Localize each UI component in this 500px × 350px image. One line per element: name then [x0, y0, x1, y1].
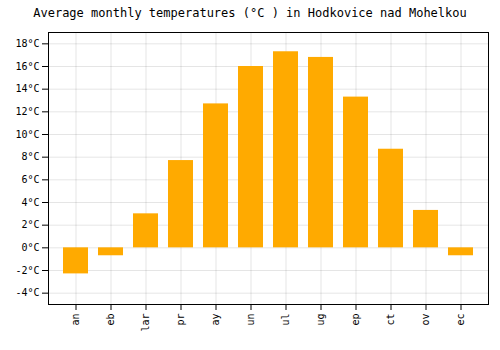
- svg-text:ep: ep: [350, 314, 361, 326]
- svg-text:ul: ul: [280, 314, 291, 326]
- svg-text:an: an: [70, 314, 81, 326]
- svg-text:eb: eb: [105, 314, 116, 326]
- svg-text:ct: ct: [385, 314, 396, 326]
- svg-text:6°C: 6°C: [21, 174, 39, 185]
- svg-text:un: un: [245, 314, 256, 326]
- svg-text:lar: lar: [140, 314, 151, 332]
- svg-text:2°C: 2°C: [21, 219, 39, 230]
- svg-text:-2°C: -2°C: [15, 265, 39, 276]
- svg-text:ay: ay: [210, 314, 221, 326]
- svg-text:8°C: 8°C: [21, 151, 39, 162]
- svg-text:pr: pr: [175, 314, 186, 326]
- svg-text:4°C: 4°C: [21, 197, 39, 208]
- svg-text:12°C: 12°C: [15, 106, 39, 117]
- svg-text:-4°C: -4°C: [15, 287, 39, 298]
- svg-text:16°C: 16°C: [15, 61, 39, 72]
- svg-text:0°C: 0°C: [21, 242, 39, 253]
- svg-text:14°C: 14°C: [15, 83, 39, 94]
- svg-text:18°C: 18°C: [15, 38, 39, 49]
- svg-text:ug: ug: [315, 314, 326, 326]
- svg-text:ov: ov: [420, 314, 431, 326]
- svg-text:ec: ec: [455, 314, 466, 326]
- svg-text:10°C: 10°C: [15, 129, 39, 140]
- html-text:Average monthly temperatures (: Average monthly temperatures (°C ) in Ho…: [33, 6, 467, 20]
